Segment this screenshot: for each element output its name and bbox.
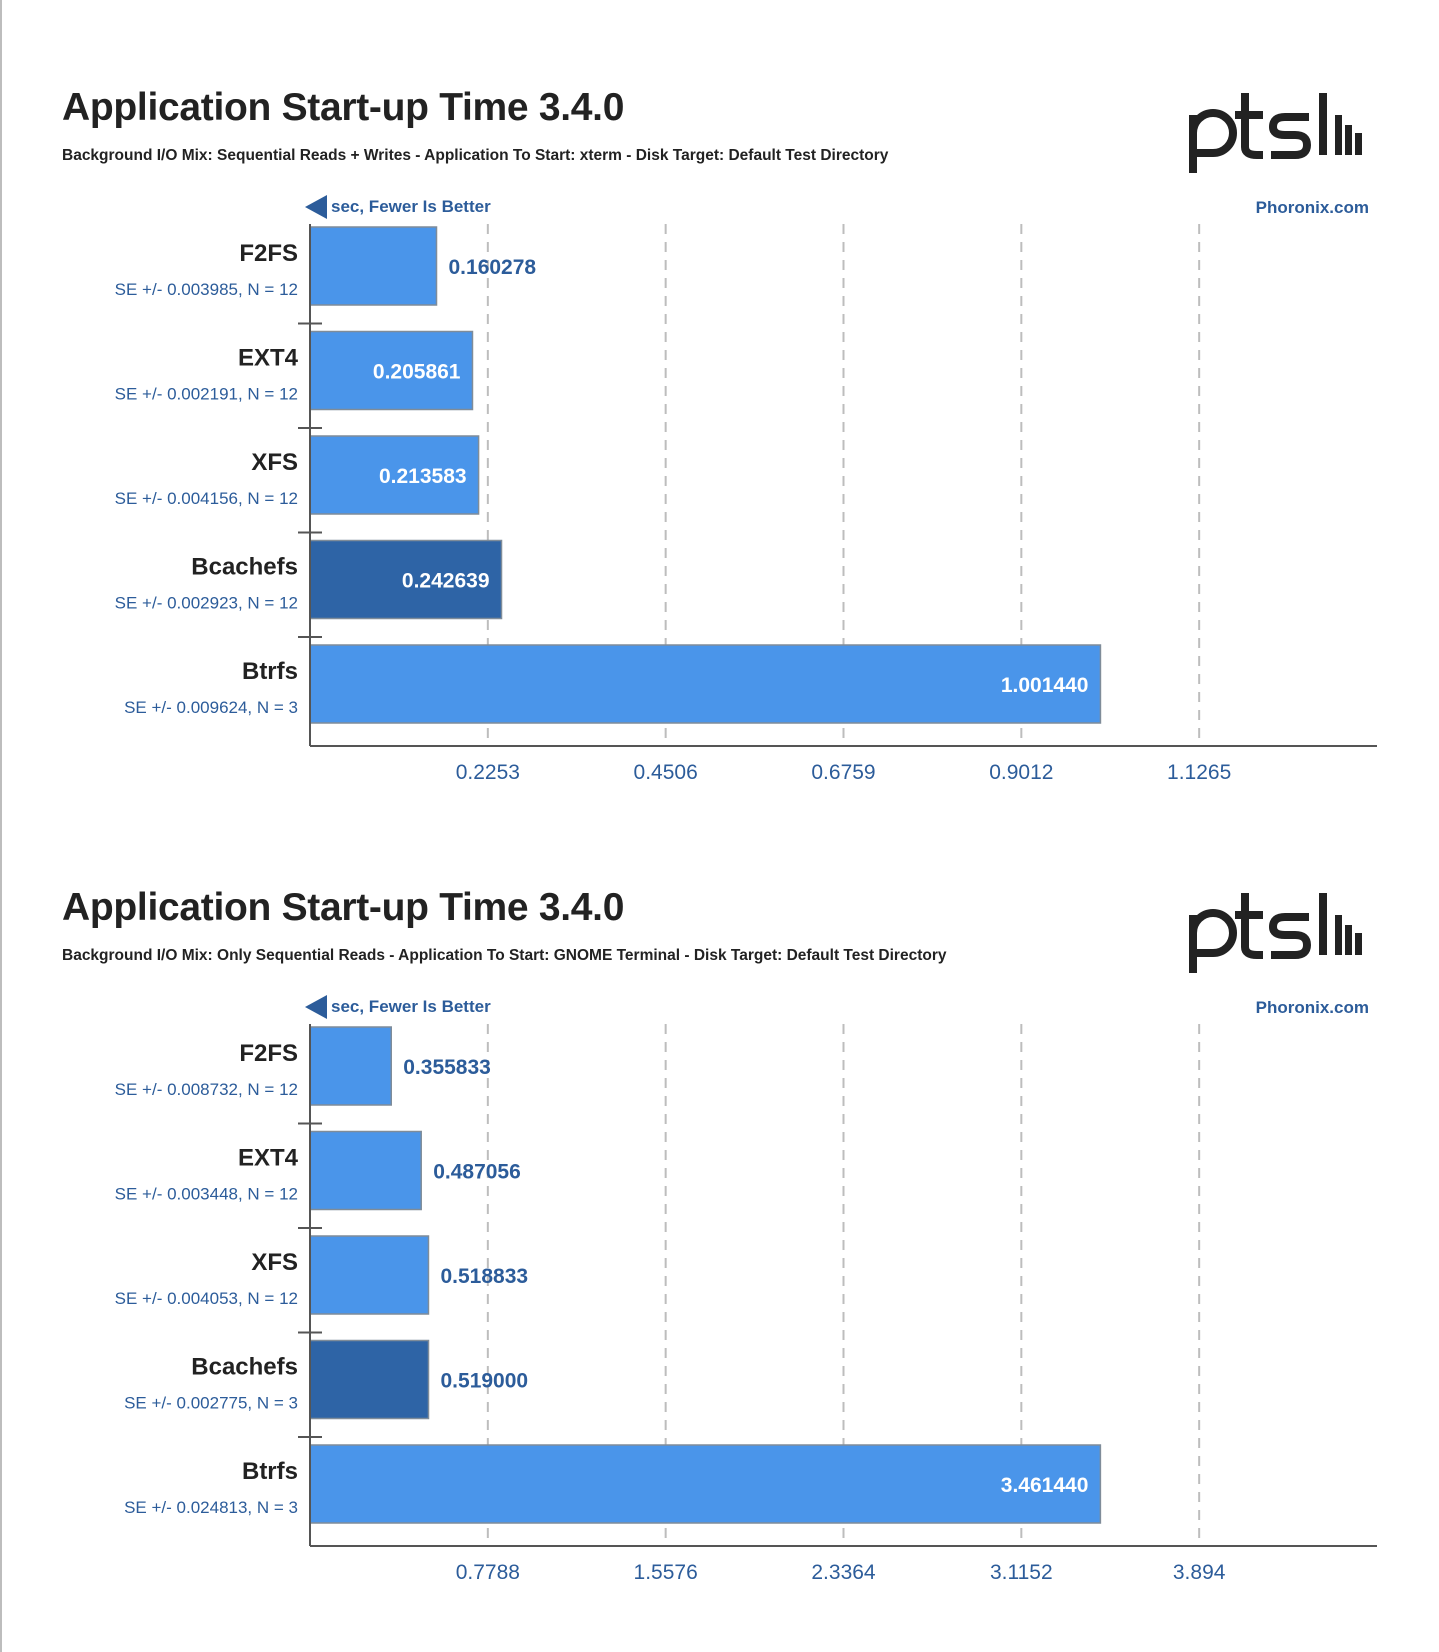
bar-value-label: 0.518833 [440, 1265, 528, 1288]
bar [309, 330, 474, 411]
x-tick-label: 3.894 [1173, 1561, 1226, 1584]
bar [309, 1026, 393, 1106]
chart-subtitle: Background I/O Mix: Only Sequential Read… [62, 947, 947, 964]
bar-chart-plot: 0.7788 1.5576 2.3364 3.1152 3.894 0.355833 F2F… [115, 1024, 1377, 1584]
se-label: SE +/- 0.002775, N = 3 [124, 1394, 298, 1413]
category-label: XFS [251, 449, 298, 476]
direction-indicator: sec, Fewer Is Better [305, 995, 491, 1019]
se-label: SE +/- 0.024813, N = 3 [124, 1498, 298, 1517]
chart-subtitle: Background I/O Mix: Sequential Reads + W… [62, 147, 889, 164]
arrow-left-icon [305, 195, 327, 219]
category-label: Bcachefs [191, 1354, 298, 1381]
bar-value-label: 0.205861 [373, 361, 461, 384]
bar-value-label: 0.487056 [433, 1161, 521, 1184]
category-label: F2FS [239, 1040, 298, 1067]
bar [309, 539, 503, 620]
x-tick-label: 0.2253 [456, 761, 520, 784]
bar-value-label: 0.242639 [402, 570, 490, 593]
se-label: SE +/- 0.004053, N = 12 [115, 1289, 298, 1308]
x-tick-label: 0.6759 [811, 761, 875, 784]
chart-panel-2: Application Start-up Time 3.4.0 Backgrou… [2, 800, 1439, 1584]
pts-logo [1189, 893, 1362, 973]
se-label: SE +/- 0.003448, N = 12 [115, 1185, 298, 1204]
bar [309, 435, 480, 515]
bar [309, 1130, 422, 1211]
source-label: Phoronix.com [1255, 998, 1369, 1017]
chart-title: Application Start-up Time 3.4.0 [62, 886, 625, 929]
x-tick-label: 1.1265 [1167, 761, 1231, 784]
x-tick-label: 1.5576 [634, 1561, 698, 1584]
category-label: EXT4 [238, 1145, 299, 1172]
category-label: Bcachefs [191, 554, 298, 581]
bar-value-label: 0.213583 [379, 465, 467, 488]
bar-value-label: 1.001440 [1001, 674, 1089, 697]
category-label: Btrfs [242, 658, 298, 685]
category-label: EXT4 [238, 345, 299, 372]
bar-value-label: 0.160278 [449, 256, 537, 279]
se-label: SE +/- 0.002191, N = 12 [115, 385, 298, 404]
direction-label: sec, Fewer Is Better [331, 197, 491, 216]
direction-indicator: sec, Fewer Is Better [305, 195, 491, 219]
pts-logo [1189, 93, 1362, 173]
bar-chart-plot: 0.2253 0.4506 0.6759 0.9012 1.1265 0.160278 F2… [115, 224, 1377, 784]
bar-value-label: 3.461440 [1001, 1474, 1089, 1497]
chart-title: Application Start-up Time 3.4.0 [62, 86, 625, 129]
category-label: F2FS [239, 240, 298, 267]
bar [309, 644, 1102, 724]
chart-panel-1: Application Start-up Time 3.4.0 Backgrou… [2, 0, 1439, 784]
bar-value-label: 0.519000 [441, 1370, 529, 1393]
bar [309, 1444, 1102, 1524]
bar [309, 226, 438, 306]
category-label: XFS [251, 1249, 298, 1276]
x-tick-label: 0.7788 [456, 1561, 520, 1584]
x-tick-label: 0.9012 [989, 761, 1053, 784]
category-label: Btrfs [242, 1458, 298, 1485]
se-label: SE +/- 0.004156, N = 12 [115, 489, 298, 508]
se-label: SE +/- 0.003985, N = 12 [115, 280, 298, 299]
x-tick-label: 3.1152 [990, 1561, 1053, 1584]
bar [309, 1339, 430, 1420]
bar-value-label: 0.355833 [403, 1056, 491, 1079]
arrow-left-icon [305, 995, 327, 1019]
source-label: Phoronix.com [1255, 198, 1369, 217]
bar [309, 1235, 430, 1315]
x-tick-label: 0.4506 [634, 761, 698, 784]
x-tick-label: 2.3364 [811, 1561, 876, 1584]
direction-label: sec, Fewer Is Better [331, 997, 491, 1016]
se-label: SE +/- 0.002923, N = 12 [115, 594, 298, 613]
se-label: SE +/- 0.008732, N = 12 [115, 1080, 298, 1099]
se-label: SE +/- 0.009624, N = 3 [124, 698, 298, 717]
